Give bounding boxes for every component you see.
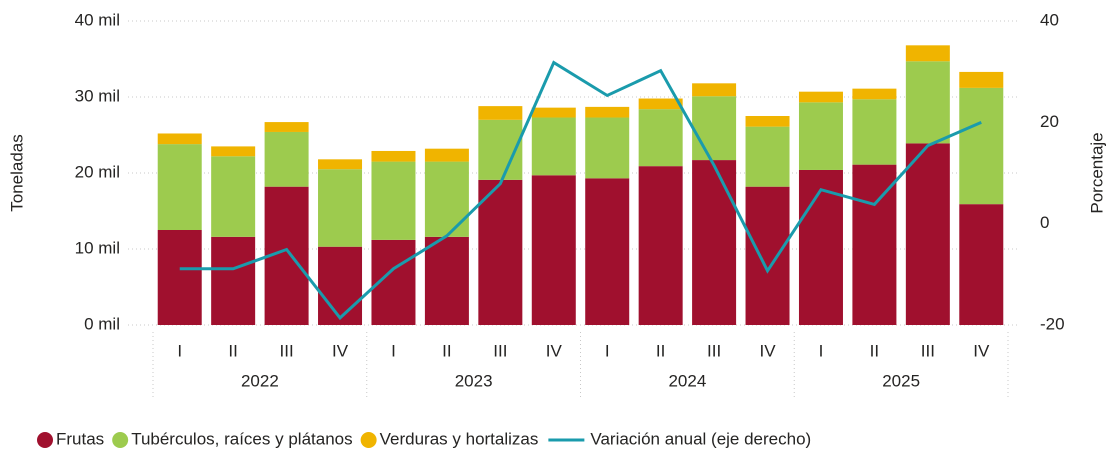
- bar: [798, 102, 843, 170]
- bar: [692, 83, 737, 97]
- bar: [585, 178, 630, 325]
- bar: [531, 175, 576, 325]
- x-tick-label: IV: [546, 341, 563, 360]
- bar: [264, 131, 309, 187]
- legend-marker: [112, 432, 129, 448]
- bar: [157, 144, 202, 230]
- bar: [745, 116, 790, 127]
- bar: [905, 61, 950, 144]
- x-tick-label: II: [442, 341, 451, 360]
- bar: [264, 122, 309, 132]
- bar: [959, 204, 1004, 325]
- legend-label: Verduras y hortalizas: [380, 429, 539, 448]
- x-group-label: 2024: [668, 371, 706, 390]
- bar: [318, 159, 363, 170]
- bar: [371, 161, 416, 240]
- y-tick-label: 10 mil: [75, 238, 120, 257]
- bar: [959, 87, 1004, 205]
- x-tick-label: III: [280, 341, 294, 360]
- bar: [318, 246, 363, 325]
- bar: [478, 106, 523, 120]
- bar: [852, 99, 897, 165]
- y2-tick-label: 20: [1040, 112, 1059, 131]
- y-axis-title: Toneladas: [7, 134, 26, 212]
- x-tick-label: III: [921, 341, 935, 360]
- x-group-label: 2023: [455, 371, 493, 390]
- y2-tick-label: -20: [1040, 314, 1065, 333]
- x-tick-label: II: [656, 341, 665, 360]
- x-tick-label: I: [177, 341, 182, 360]
- bar: [585, 106, 630, 118]
- bar: [692, 160, 737, 325]
- bar: [585, 117, 630, 179]
- legend-marker: [37, 432, 53, 448]
- x-group-label: 2022: [241, 371, 279, 390]
- bar: [531, 117, 576, 176]
- x-tick-label: I: [605, 341, 610, 360]
- bar: [852, 88, 897, 100]
- x-group-label: 2025: [882, 371, 920, 390]
- bar: [959, 71, 1004, 88]
- bar: [157, 230, 202, 325]
- x-tick-label: I: [391, 341, 396, 360]
- bar: [424, 148, 469, 162]
- bar: [424, 236, 469, 325]
- bar: [745, 186, 790, 325]
- legend-label: Tubérculos, raíces y plátanos: [131, 429, 352, 448]
- x-tick-label: II: [228, 341, 237, 360]
- y2-tick-label: 0: [1040, 213, 1049, 232]
- legend-label: Variación anual (eje derecho): [590, 429, 811, 448]
- y-tick-label: 0 mil: [84, 314, 120, 333]
- bar: [211, 156, 256, 237]
- legend-label: Frutas: [56, 429, 104, 448]
- legend-marker: [360, 432, 377, 448]
- bar: [211, 236, 256, 325]
- bar: [905, 45, 950, 62]
- y-tick-label: 20 mil: [75, 162, 120, 181]
- bar: [798, 91, 843, 103]
- x-tick-label: IV: [332, 341, 349, 360]
- y-tick-label: 40 mil: [75, 10, 120, 29]
- y2-axis-title: Porcentaje: [1087, 132, 1106, 213]
- bar: [745, 126, 790, 187]
- x-tick-label: IV: [760, 341, 777, 360]
- bar: [424, 161, 469, 237]
- x-tick-label: IV: [973, 341, 990, 360]
- bar: [852, 164, 897, 325]
- bar: [638, 109, 683, 167]
- bar: [478, 179, 523, 325]
- x-tick-label: I: [819, 341, 824, 360]
- y-tick-label: 30 mil: [75, 86, 120, 105]
- bar: [692, 96, 737, 161]
- bar: [211, 146, 256, 157]
- bar: [371, 150, 416, 162]
- x-tick-label: III: [707, 341, 721, 360]
- y2-tick-label: 40: [1040, 10, 1059, 29]
- bar: [638, 98, 683, 110]
- bar: [531, 107, 576, 118]
- line: [179, 60, 982, 321]
- bar: [318, 169, 363, 247]
- x-tick-label: III: [493, 341, 507, 360]
- bar: [905, 143, 950, 325]
- bar: [798, 169, 843, 325]
- x-tick-label: II: [870, 341, 879, 360]
- bar: [157, 133, 202, 145]
- bar: [638, 166, 683, 325]
